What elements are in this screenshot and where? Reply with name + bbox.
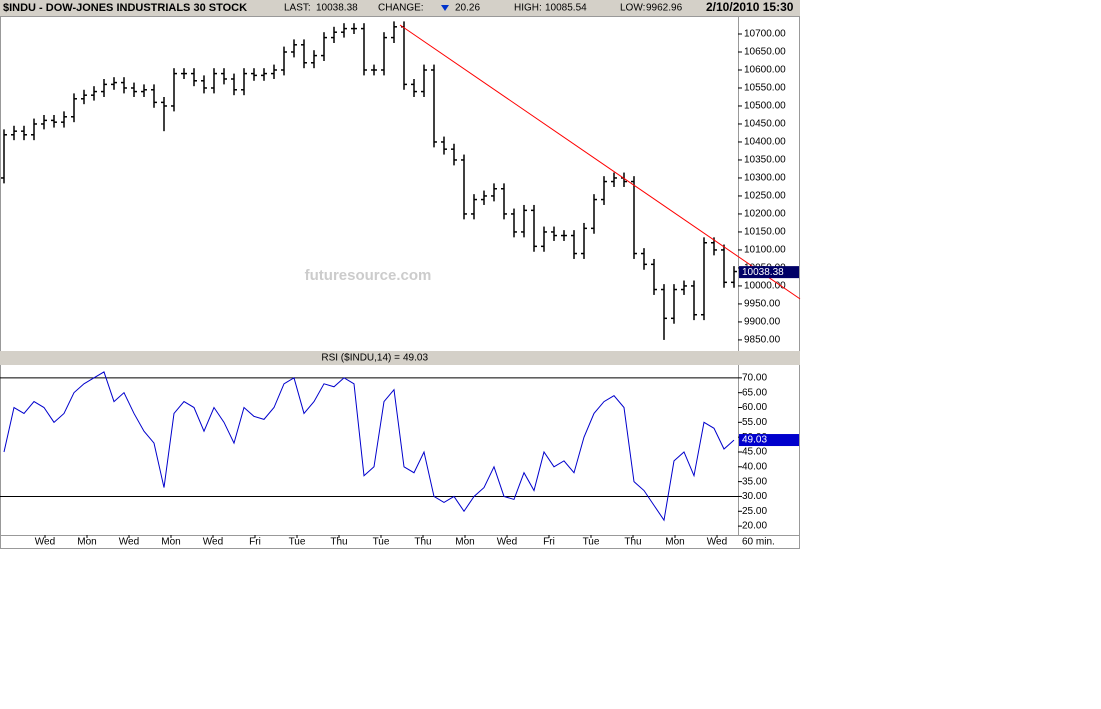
frame [0,16,800,549]
rsi-box [739,434,799,447]
watermark: futuresource.com [305,267,432,284]
trendline [399,24,801,300]
x-tick-label: Mon [455,537,474,548]
rsi-label: RSI ($INDU,14) = [321,353,400,364]
y-tick-label: 55.00 [742,417,767,428]
y-tick-label: 40.00 [742,461,767,472]
y-tick-label: 10150.00 [744,227,786,238]
x-tick-label: Fri [249,537,261,548]
y-tick-label: 10400.00 [744,137,786,148]
last-box [739,266,799,279]
y-tick-label: 45.00 [742,447,767,458]
x-tick-label: Wed [497,537,517,548]
y-tick-label: 10500.00 [744,101,786,112]
stat-label: LAST: [284,3,311,14]
stat-value: 10085.54 [545,3,587,14]
stat-label: CHANGE: [378,3,424,14]
x-tick-label: Mon [665,537,684,548]
x-tick-label: Wed [707,537,727,548]
x-tick-label: Tue [373,537,390,548]
y-tick-label: 10250.00 [744,191,786,202]
y-tick-label: 10200.00 [744,209,786,220]
stat-label: LOW: [620,3,645,14]
x-tick-label: Fri [543,537,555,548]
y-tick-label: 10450.00 [744,119,786,130]
rsi-line [3,371,735,522]
x-tick-label: Thu [330,537,347,548]
x-tick-label: Wed [203,537,223,548]
rsi-box-label: 49.03 [742,435,767,446]
y-tick-label: 9900.00 [744,317,781,328]
y-tick-label: 30.00 [742,491,767,502]
stat-value: 9962.96 [646,3,683,14]
y-tick-label: 25.00 [742,506,767,517]
header-bar [0,0,800,16]
y-tick-label: 10550.00 [744,83,786,94]
x-tick-label: Tue [583,537,600,548]
y-tick-label: 70.00 [742,373,767,384]
y-tick-label: 10300.00 [744,173,786,184]
y-tick-label: 9850.00 [744,335,781,346]
y-tick-label: 10700.00 [744,29,786,40]
stat-value: 20.26 [455,3,480,14]
y-tick-label: 35.00 [742,476,767,487]
y-tick-label: 10650.00 [744,47,786,58]
rsi-header-bar [0,351,800,365]
date: 2/10/2010 15:30 [706,0,794,14]
x-tick-label: Mon [161,537,180,548]
y-tick-label: 10100.00 [744,245,786,256]
stat-label: HIGH: [514,3,542,14]
stat-value: 10038.38 [316,3,358,14]
x-tick-label: Thu [414,537,431,548]
y-tick-label: 65.00 [742,387,767,398]
x-tick-label: Thu [624,537,641,548]
x-tick-label: Wed [119,537,139,548]
y-tick-label: 10600.00 [744,65,786,76]
y-tick-label: 10000.00 [744,281,786,292]
y-tick-label: 20.00 [742,521,767,532]
x-tick-label: Mon [77,537,96,548]
interval: 60 min. [742,537,775,548]
x-tick-label: Tue [289,537,306,548]
change-arrow [441,5,449,11]
rsi-label-value: 49.03 [403,353,428,364]
y-tick-label: 10350.00 [744,155,786,166]
y-tick-label: 60.00 [742,402,767,413]
y-tick-label: 9950.00 [744,299,781,310]
last-box-label: 10038.38 [742,267,784,278]
chart-title: $INDU - DOW-JONES INDUSTRIALS 30 STOCK [3,2,247,14]
x-tick-label: Wed [35,537,55,548]
